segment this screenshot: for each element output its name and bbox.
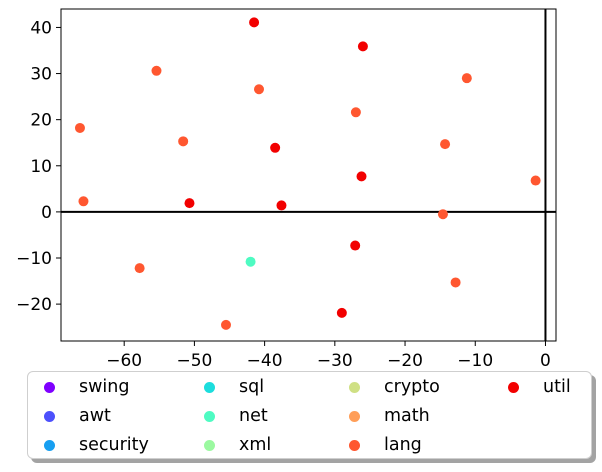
legend-label: sql <box>239 377 265 397</box>
legend-item-crypto: crypto <box>333 376 440 398</box>
scatter-plot: −60 −50 −40 −30 −20 −10 0 −20 −10 0 10 20 30 40 <box>16 8 557 371</box>
legend-marker <box>204 410 215 422</box>
data-point-util <box>350 240 361 251</box>
legend-item-sql: sql <box>188 376 264 398</box>
legend-marker <box>204 381 215 393</box>
legend-label: security <box>79 435 149 455</box>
legend-item-swing: swing <box>28 376 130 398</box>
x-tick-label: −60 <box>106 351 142 371</box>
y-tick-label: 20 <box>30 111 52 131</box>
data-point-util <box>276 200 287 211</box>
x-tick-label: −20 <box>387 351 423 371</box>
data-point-util <box>356 171 367 182</box>
y-tick-label: 10 <box>30 157 52 177</box>
axes-frame <box>60 8 557 342</box>
legend-label: xml <box>239 435 272 455</box>
legend-marker <box>349 439 360 451</box>
y-tick-label: −10 <box>16 249 52 269</box>
x-tick-label: −40 <box>247 351 283 371</box>
legend-marker <box>349 381 360 393</box>
legend-marker <box>204 439 215 451</box>
data-point-lang <box>134 263 145 274</box>
data-point-lang <box>437 209 448 220</box>
data-point-lang <box>350 107 361 118</box>
legend-item-math: math <box>333 405 430 427</box>
data-point-util <box>184 198 195 209</box>
legend-marker <box>44 381 55 393</box>
legend-item-lang: lang <box>333 434 422 456</box>
legend-item-awt: awt <box>28 405 111 427</box>
legend-label: crypto <box>384 377 440 397</box>
legend-marker <box>349 410 360 422</box>
data-point-lang <box>151 65 162 76</box>
legend-item-net: net <box>188 405 268 427</box>
legend-label: lang <box>384 435 422 455</box>
data-point-lang <box>254 84 264 95</box>
data-point-util <box>336 307 347 318</box>
legend-item-xml: xml <box>188 434 271 456</box>
legend-marker <box>508 381 519 393</box>
y-tick-label: 40 <box>30 18 52 38</box>
y-tick-label: 0 <box>41 203 52 223</box>
data-point-lang <box>450 277 461 288</box>
data-point-lang <box>78 196 89 207</box>
x-tick-label: −10 <box>457 351 493 371</box>
data-point-lang <box>461 73 472 84</box>
legend-item-security: security <box>28 434 149 456</box>
data-point-lang <box>221 319 231 330</box>
plot-area <box>60 8 557 342</box>
legend-label: awt <box>79 406 111 426</box>
data-point-lang <box>178 136 189 147</box>
data-point-util <box>357 41 368 52</box>
x-tick-label: −30 <box>317 351 353 371</box>
legend-label: util <box>543 377 571 397</box>
data-point-lang <box>530 175 541 186</box>
legend-item-util: util <box>492 376 571 398</box>
data-point-util <box>249 17 260 28</box>
data-point-net <box>245 256 256 267</box>
y-axis-ticks: −20 −10 0 10 20 30 40 <box>16 18 61 315</box>
data-point-lang <box>74 122 85 133</box>
y-tick-label: −20 <box>16 295 52 315</box>
legend: swing awt security sql net xml crypto math lang u… <box>27 371 592 459</box>
y-tick-label: 30 <box>30 65 52 85</box>
legend-marker <box>44 439 55 451</box>
data-points <box>74 17 541 330</box>
x-tick-label: −50 <box>176 351 212 371</box>
reference-lines <box>61 9 556 341</box>
legend-marker <box>44 410 55 422</box>
legend-label: net <box>239 406 268 426</box>
x-axis-ticks: −60 −50 −40 −30 −20 −10 0 <box>106 341 551 371</box>
data-point-lang <box>440 139 451 150</box>
legend-label: swing <box>79 377 130 397</box>
legend-label: math <box>384 406 430 426</box>
x-tick-label: 0 <box>540 351 551 371</box>
data-point-util <box>270 142 281 153</box>
